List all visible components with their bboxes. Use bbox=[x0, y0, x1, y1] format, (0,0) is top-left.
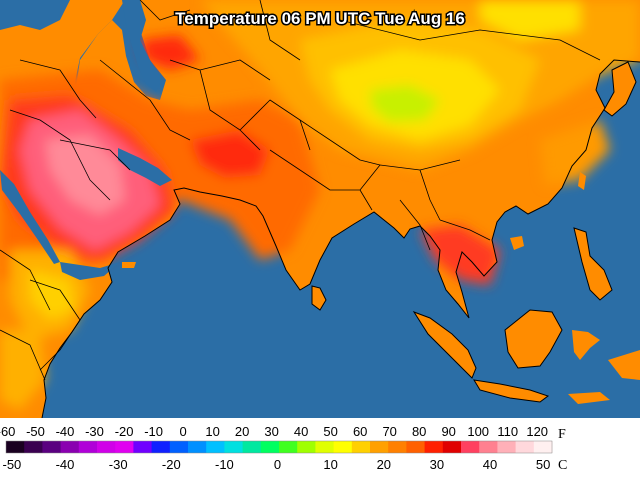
legend-color-swatch bbox=[242, 441, 262, 453]
legend-color-swatch bbox=[133, 441, 153, 453]
legend-color-swatch bbox=[260, 441, 280, 453]
fahrenheit-tick-label: 120 bbox=[526, 424, 548, 439]
legend-color-swatch bbox=[279, 441, 298, 453]
fahrenheit-tick-label: 10 bbox=[205, 424, 219, 439]
legend-color-swatch bbox=[424, 441, 444, 453]
legend-color-swatch bbox=[206, 441, 225, 453]
fahrenheit-tick-label: 100 bbox=[467, 424, 489, 439]
gulf-of-aden bbox=[60, 262, 120, 280]
legend-color-swatch bbox=[515, 441, 535, 453]
island-borneo bbox=[505, 310, 562, 368]
celsius-tick-label: 0 bbox=[274, 457, 281, 472]
fahrenheit-tick-label: 60 bbox=[353, 424, 367, 439]
fahrenheit-tick-label: -10 bbox=[144, 424, 163, 439]
caspian-sea bbox=[122, 0, 162, 92]
legend-color-swatch bbox=[315, 441, 335, 453]
legend-color-swatch bbox=[461, 441, 480, 453]
celsius-tick-label: 30 bbox=[430, 457, 444, 472]
legend-color-swatch bbox=[115, 441, 134, 453]
island-hainan bbox=[510, 236, 524, 250]
legend-color-swatch bbox=[151, 441, 171, 453]
fahrenheit-tick-label: 20 bbox=[235, 424, 249, 439]
fahrenheit-tick-label: 50 bbox=[323, 424, 337, 439]
celsius-tick-label: -40 bbox=[56, 457, 75, 472]
legend-color-swatch bbox=[333, 441, 353, 453]
fahrenheit-tick-label: -20 bbox=[115, 424, 134, 439]
legend-color-swatch bbox=[188, 441, 207, 453]
fahrenheit-tick-label: 0 bbox=[179, 424, 186, 439]
island-new-guinea bbox=[608, 350, 640, 380]
legend-color-swatch bbox=[297, 441, 316, 453]
legend-color-swatch bbox=[169, 441, 189, 453]
coastlines bbox=[41, 59, 640, 418]
celsius-tick-label: -20 bbox=[162, 457, 181, 472]
celsius-tick-label: 40 bbox=[483, 457, 497, 472]
celsius-tick-label: 50 bbox=[536, 457, 550, 472]
fahrenheit-tick-label: -60 bbox=[0, 424, 15, 439]
legend-color-swatch bbox=[60, 441, 80, 453]
island-sumatra bbox=[414, 312, 476, 378]
temperature-legend: -60-50-40-30-20-100102030405060708090100… bbox=[0, 418, 640, 480]
persian-gulf bbox=[118, 148, 172, 186]
island-socotra bbox=[122, 262, 136, 268]
red-sea bbox=[0, 170, 60, 264]
legend-color-swatch bbox=[370, 441, 389, 453]
fahrenheit-tick-label: -50 bbox=[26, 424, 45, 439]
legend-color-swatch bbox=[42, 441, 62, 453]
fahrenheit-tick-label: 70 bbox=[382, 424, 396, 439]
legend-color-swatch bbox=[388, 441, 407, 453]
island-sri-lanka bbox=[312, 286, 326, 310]
legend-color-swatch bbox=[533, 441, 553, 453]
legend-color-swatch bbox=[479, 441, 498, 453]
fahrenheit-tick-label: -30 bbox=[85, 424, 104, 439]
celsius-tick-label: 20 bbox=[377, 457, 391, 472]
fahrenheit-tick-label: 80 bbox=[412, 424, 426, 439]
celsius-tick-label: -10 bbox=[215, 457, 234, 472]
fahrenheit-tick-label: 110 bbox=[497, 424, 518, 439]
island-java bbox=[474, 380, 548, 402]
island-philippines bbox=[574, 228, 612, 300]
legend-color-swatch bbox=[97, 441, 116, 453]
fahrenheit-tick-label: 40 bbox=[294, 424, 308, 439]
map-title: Temperature 06 PM UTC Tue Aug 16 bbox=[175, 9, 465, 28]
temperature-map: Temperature 06 PM UTC Tue Aug 16 bbox=[0, 0, 640, 418]
celsius-tick-label: 10 bbox=[323, 457, 337, 472]
fahrenheit-tick-label: 30 bbox=[264, 424, 278, 439]
celsius-tick-label: -30 bbox=[109, 457, 128, 472]
country-borders bbox=[0, 0, 601, 381]
legend-color-swatch bbox=[497, 441, 517, 453]
color-scale-bar bbox=[5, 440, 553, 454]
fahrenheit-tick-label: -40 bbox=[56, 424, 75, 439]
legend-color-swatch bbox=[24, 441, 43, 453]
legend-color-swatch bbox=[351, 441, 371, 453]
legend-color-swatch bbox=[224, 441, 244, 453]
island-japan bbox=[604, 62, 636, 116]
black-sea-edge bbox=[0, 0, 70, 30]
fahrenheit-ticks: -60 -50 -40 -30 -20 -10 0 10 20 30 40 50 60 70 80 90 100… bbox=[0, 424, 548, 439]
celsius-unit: C bbox=[558, 458, 567, 473]
celsius-ticks: -50 -40 -30 -20 -10 0 10 20 30 40 50 bbox=[3, 457, 551, 472]
legend-color-swatch bbox=[442, 441, 462, 453]
fahrenheit-unit: F bbox=[558, 427, 566, 442]
legend-color-swatch bbox=[6, 441, 25, 453]
island-sulawesi bbox=[572, 330, 600, 360]
legend-color-swatch bbox=[78, 441, 98, 453]
island-timor bbox=[568, 392, 610, 404]
island-taiwan bbox=[578, 172, 586, 190]
legend-bar-outline bbox=[5, 440, 553, 454]
legend-color-swatch bbox=[406, 441, 426, 453]
celsius-tick-label: -50 bbox=[3, 457, 22, 472]
fahrenheit-tick-label: 90 bbox=[441, 424, 455, 439]
